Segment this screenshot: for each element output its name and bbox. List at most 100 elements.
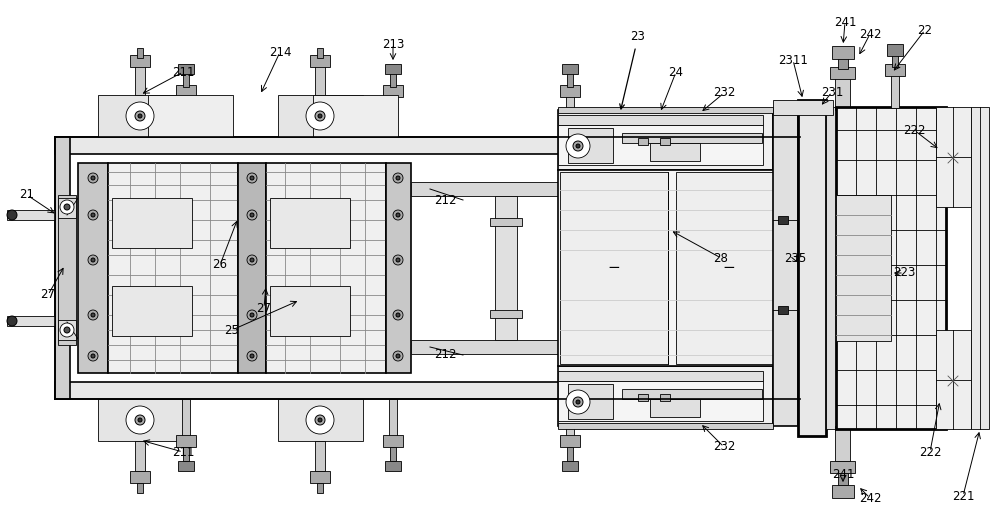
Text: −: − xyxy=(723,261,735,276)
Bar xyxy=(558,115,763,125)
Circle shape xyxy=(88,310,98,320)
Circle shape xyxy=(135,415,145,425)
Bar xyxy=(650,399,700,417)
Bar xyxy=(558,423,773,429)
Bar xyxy=(130,471,150,483)
Bar xyxy=(178,461,194,471)
Circle shape xyxy=(250,313,254,317)
Bar xyxy=(892,55,898,67)
Text: 27: 27 xyxy=(40,288,56,302)
Circle shape xyxy=(60,200,74,214)
Bar xyxy=(891,73,899,108)
Bar xyxy=(826,107,836,429)
Bar xyxy=(660,394,670,401)
Bar xyxy=(838,473,848,485)
Bar xyxy=(7,316,55,326)
Bar xyxy=(835,426,850,461)
Bar xyxy=(278,95,363,137)
Text: 24: 24 xyxy=(668,65,684,79)
Circle shape xyxy=(576,400,580,404)
Bar xyxy=(936,107,971,207)
Bar xyxy=(317,483,323,493)
Bar xyxy=(566,95,574,137)
Bar xyxy=(567,73,573,87)
Circle shape xyxy=(247,210,257,220)
Circle shape xyxy=(135,111,145,121)
Circle shape xyxy=(64,327,70,333)
Bar xyxy=(182,95,190,137)
Text: 241: 241 xyxy=(832,468,854,482)
Bar xyxy=(135,441,145,471)
Bar xyxy=(137,48,143,58)
Circle shape xyxy=(576,144,580,148)
Bar xyxy=(182,399,190,441)
Text: 211: 211 xyxy=(172,65,194,79)
Text: 221: 221 xyxy=(952,490,974,502)
Bar xyxy=(936,330,971,429)
Bar xyxy=(183,447,189,461)
Bar xyxy=(832,46,854,59)
Bar xyxy=(562,64,578,74)
Bar xyxy=(389,95,397,137)
Bar xyxy=(317,48,323,58)
Bar xyxy=(383,85,403,97)
Text: 26: 26 xyxy=(212,259,228,271)
Circle shape xyxy=(88,210,98,220)
Circle shape xyxy=(315,111,325,121)
Bar xyxy=(490,310,522,318)
Bar xyxy=(778,306,788,314)
Text: 242: 242 xyxy=(859,492,881,504)
Circle shape xyxy=(573,397,583,407)
Circle shape xyxy=(88,173,98,183)
Bar xyxy=(562,461,578,471)
Circle shape xyxy=(138,114,142,118)
Text: 213: 213 xyxy=(382,38,404,50)
Text: 212: 212 xyxy=(434,193,456,207)
Circle shape xyxy=(247,351,257,361)
Circle shape xyxy=(250,258,254,262)
Bar xyxy=(830,461,855,473)
Circle shape xyxy=(88,255,98,265)
Circle shape xyxy=(566,390,590,414)
Bar xyxy=(98,95,183,137)
Circle shape xyxy=(91,213,95,217)
Circle shape xyxy=(91,176,95,180)
Circle shape xyxy=(393,351,403,361)
Bar xyxy=(622,389,762,399)
Circle shape xyxy=(396,213,400,217)
Bar xyxy=(832,485,854,498)
Circle shape xyxy=(318,418,322,422)
Text: 231: 231 xyxy=(821,85,843,98)
Text: 223: 223 xyxy=(893,267,915,279)
Circle shape xyxy=(91,313,95,317)
Bar xyxy=(778,216,788,224)
Circle shape xyxy=(396,258,400,262)
Bar xyxy=(558,110,773,170)
Circle shape xyxy=(315,415,325,425)
Circle shape xyxy=(318,114,322,118)
Bar xyxy=(176,85,196,97)
Circle shape xyxy=(396,313,400,317)
Bar xyxy=(130,55,150,67)
Circle shape xyxy=(306,102,334,130)
Bar xyxy=(568,384,613,419)
Circle shape xyxy=(396,176,400,180)
Bar xyxy=(885,64,905,76)
Bar xyxy=(7,210,55,220)
Text: 235: 235 xyxy=(784,252,806,264)
Bar xyxy=(971,107,989,429)
Bar xyxy=(650,143,700,161)
Bar xyxy=(58,320,76,340)
Bar xyxy=(385,64,401,74)
Bar xyxy=(638,138,648,145)
Circle shape xyxy=(60,323,74,337)
Circle shape xyxy=(88,351,98,361)
Bar xyxy=(836,195,891,341)
Bar xyxy=(112,286,192,336)
Circle shape xyxy=(393,310,403,320)
Text: 222: 222 xyxy=(903,124,925,136)
Circle shape xyxy=(250,213,254,217)
Text: 25: 25 xyxy=(225,323,239,337)
Bar xyxy=(385,461,401,471)
Bar xyxy=(798,100,826,436)
